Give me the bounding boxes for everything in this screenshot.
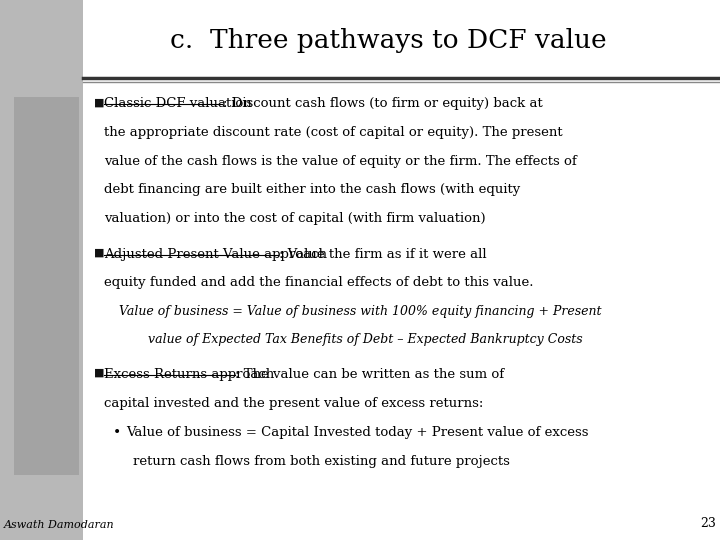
Text: •: •	[113, 425, 121, 439]
Text: return cash flows from both existing and future projects: return cash flows from both existing and…	[133, 455, 510, 468]
Bar	[14, 97, 79, 475]
Text: Excess Returns approach: Excess Returns approach	[104, 368, 274, 381]
Text: c.  Three pathways to DCF value: c. Three pathways to DCF value	[171, 28, 607, 53]
Text: capital invested and the present value of excess returns:: capital invested and the present value o…	[104, 397, 484, 410]
Text: Adjusted Present Value approach: Adjusted Present Value approach	[104, 247, 328, 260]
Text: : The value can be written as the sum of: : The value can be written as the sum of	[235, 368, 505, 381]
Text: debt financing are built either into the cash flows (with equity: debt financing are built either into the…	[104, 184, 521, 197]
Text: value of the cash flows is the value of equity or the firm. The effects of: value of the cash flows is the value of …	[104, 154, 577, 167]
Bar	[0, 0, 83, 540]
Text: Value of business = Capital Invested today + Present value of excess: Value of business = Capital Invested tod…	[126, 426, 588, 439]
Text: valuation) or into the cost of capital (with firm valuation): valuation) or into the cost of capital (…	[104, 212, 486, 225]
Text: : Value the firm as if it were all: : Value the firm as if it were all	[279, 247, 487, 260]
Bar	[83, 0, 720, 540]
Text: equity funded and add the financial effects of debt to this value.: equity funded and add the financial effe…	[104, 276, 534, 289]
Text: Classic DCF valuation: Classic DCF valuation	[104, 97, 252, 110]
Text: ■: ■	[94, 247, 104, 258]
Text: Value of business = Value of business with 100% equity financing + Present: Value of business = Value of business wi…	[119, 306, 601, 319]
Text: the appropriate discount rate (cost of capital or equity). The present: the appropriate discount rate (cost of c…	[104, 126, 563, 139]
Text: ■: ■	[94, 368, 104, 378]
Text: Aswath Damodaran: Aswath Damodaran	[4, 520, 114, 530]
Text: : Discount cash flows (to firm or equity) back at: : Discount cash flows (to firm or equity…	[223, 97, 543, 110]
Text: value of Expected Tax Benefits of Debt – Expected Bankruptcy Costs: value of Expected Tax Benefits of Debt –…	[148, 333, 582, 346]
Text: ■: ■	[94, 97, 104, 107]
Text: 23: 23	[701, 517, 716, 530]
